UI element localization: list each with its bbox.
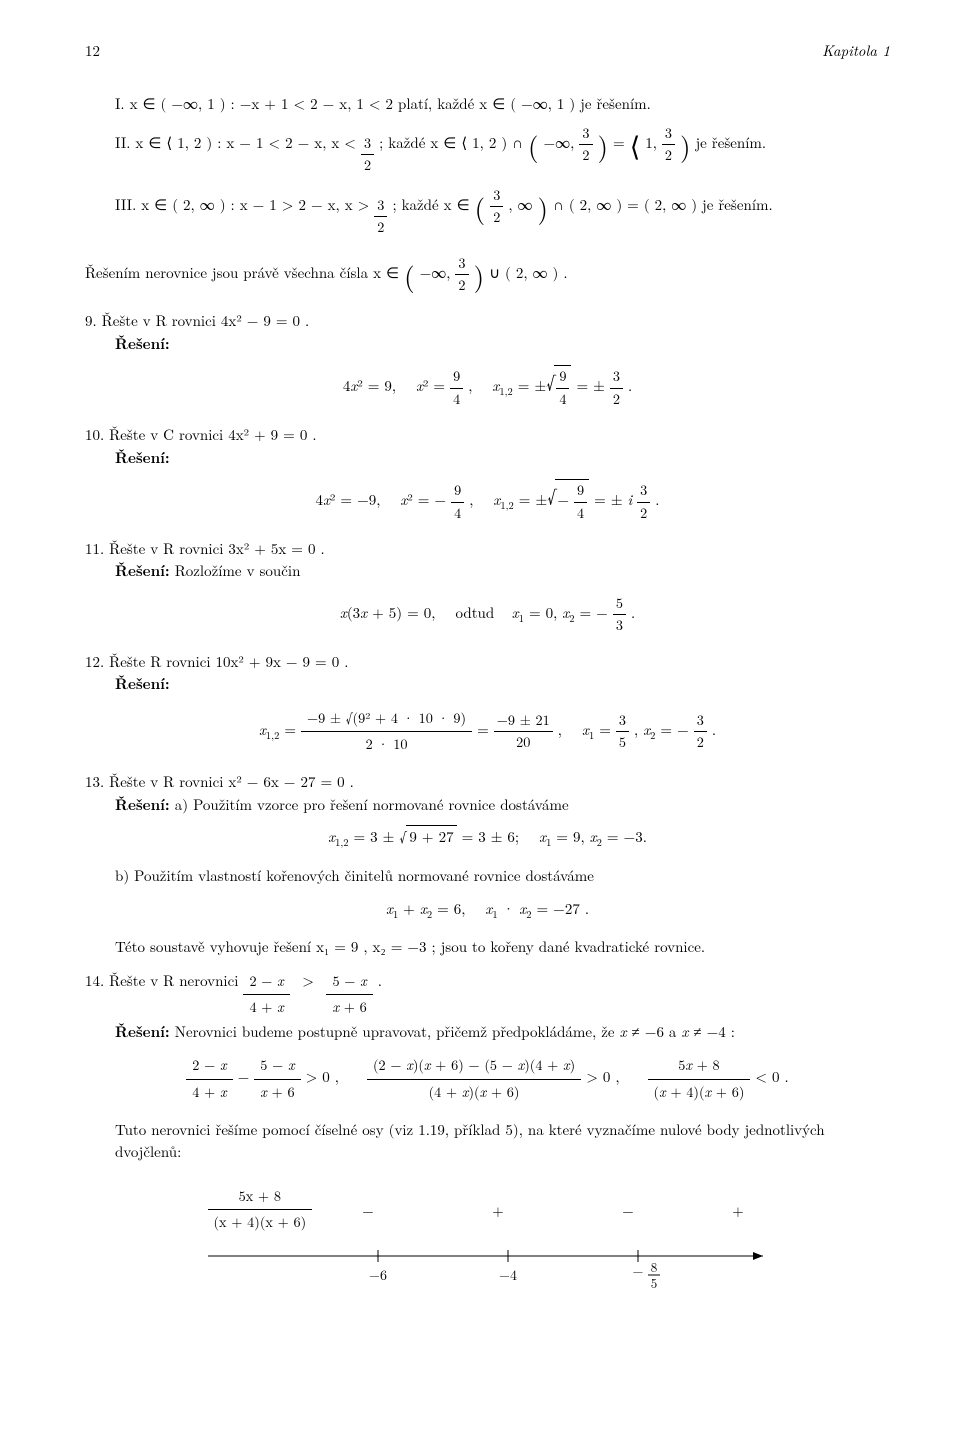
p14-text-b: . (378, 970, 382, 993)
case-iii-text-b: ; každé x ∈ (392, 194, 469, 217)
problem-9-question: 9. Řešte v R rovnici 4x² − 9 = 0 . (85, 310, 890, 333)
solution-label: Řešení: (115, 333, 170, 354)
solution-label: Řešení: (115, 447, 170, 468)
problem-11-question: 11. Řešte v R rovnici 3x² + 5x = 0 . (85, 538, 890, 561)
problem-9: 9. Řešte v R rovnici 4x² − 9 = 0 . Řešen… (85, 310, 890, 410)
svg-text:5: 5 (650, 1273, 657, 1292)
interval: ( −∞, 32 ) (404, 253, 484, 297)
case-i: I. x ∈ ( −∞, 1 ) : −x + 1 < 2 − x, 1 < 2… (115, 93, 890, 116)
svg-text:−4: −4 (499, 1265, 517, 1285)
p14-summary: Tuto nerovnici řešíme pomocí číselné osy… (115, 1119, 890, 1164)
interval: ( −∞, 32 ) = ⟨ 1, 32 ) (528, 123, 691, 167)
p13-b-text: b) Použitím vlastností kořenových činite… (115, 865, 890, 888)
case-ii: II. x ∈ ⟨ 1, 2 ) : x − 1 < 2 − x, x < 32… (115, 123, 890, 177)
p11-label-text: Rozložíme v součin (175, 560, 301, 581)
problem-14-question: 14. Řešte v R nerovnici 2 − x4 + x > 5 −… (85, 969, 890, 1021)
problem-11-math: x(3x + 5) = 0, odtud x1 = 0, x2 = − 53 . (85, 593, 890, 637)
line-fraction: 5x + 8 (x + 4)(x + 6) (208, 1184, 313, 1236)
p13-summary: Této soustavě vyhovuje řešení x₁ = 9 , x… (115, 936, 890, 959)
case-iii-text-a: III. x ∈ ( 2, ∞ ) : x − 1 > 2 − x, x > (115, 194, 369, 217)
fraction: 32 (374, 195, 387, 239)
case-ii-text-c: je řešením. (696, 132, 767, 155)
problem-13-question: 13. Řešte v R rovnici x² − 6x − 27 = 0 . (85, 771, 890, 794)
chapter-title: Kapitola 1 (822, 40, 890, 63)
p13-a-text: a) Použitím vzorce pro řešení normované … (175, 794, 569, 815)
svg-text:−: − (632, 1261, 643, 1281)
case-ii-text-a: II. x ∈ ⟨ 1, 2 ) : x − 1 < 2 − x, x < (115, 132, 356, 155)
fraction: 2 − x4 + x (243, 969, 289, 1021)
problem-14-math: 2 − x4 + x − 5 − xx + 6 > 0 , (2 − x)(x … (85, 1053, 890, 1105)
problem-10-question: 10. Řešte v C rovnici 4x² + 9 = 0 . (85, 424, 890, 447)
p14-label: Řešení: Nerovnici budeme postupně upravo… (115, 1021, 890, 1044)
problem-13-math-b: x1 + x2 = 6, x1 · x2 = −27 . (85, 898, 890, 923)
problem-12-math: x1,2 = −9 ± √(9² + 4 · 10 · 9)2 · 10 = −… (85, 706, 890, 758)
page-number: 12 (85, 40, 100, 63)
case-ii-text-b: ; každé x ∈ ⟨ 1, 2 ) ∩ (379, 132, 523, 155)
number-line-diagram: 5x + 8 (x + 4)(x + 6) − + − + −6 −4 − 8 … (208, 1184, 768, 1308)
solution-text-b: ∪ ( 2, ∞ ) . (489, 262, 567, 285)
sign-plus: + (492, 1200, 504, 1223)
fraction: 32 (361, 133, 374, 177)
problem-9-math: 4x² = 9, x² = 94 , x1,2 = ±√94 = ± 32 . (85, 365, 890, 410)
solution-label: Řešení: (115, 673, 170, 694)
sign-plus: + (732, 1200, 744, 1223)
problem-13-math-a: x1,2 = 3 ± √9 + 27 = 3 ± 6; x1 = 9, x2 =… (85, 826, 890, 851)
solution-set: Řešením nerovnice jsou právě všechna čís… (85, 253, 890, 297)
fraction: 5 − xx + 6 (326, 969, 372, 1021)
sign-minus: − (622, 1200, 634, 1223)
problem-10-math: 4x² = −9, x² = − 94 , x1,2 = ±√− 94 = ± … (85, 479, 890, 524)
p14-text-a: 14. Řešte v R nerovnici (85, 970, 238, 993)
problem-12: 12. Řešte R rovnici 10x² + 9x − 9 = 0 . … (85, 651, 890, 758)
number-line-svg: −6 −4 − 8 5 (208, 1242, 768, 1302)
problem-13: 13. Řešte v R rovnici x² − 6x − 27 = 0 .… (85, 771, 890, 959)
problem-12-question: 12. Řešte R rovnici 10x² + 9x − 9 = 0 . (85, 651, 890, 674)
solution-text-a: Řešením nerovnice jsou právě všechna čís… (85, 262, 399, 285)
sign-minus: − (362, 1200, 374, 1223)
interval: ( 32 , ∞ ) (475, 185, 548, 229)
problem-10: 10. Řešte v C rovnici 4x² + 9 = 0 . Řeše… (85, 424, 890, 524)
gt-sign: > (295, 970, 322, 993)
page-header: 12 Kapitola 1 (85, 40, 890, 63)
case-iii: III. x ∈ ( 2, ∞ ) : x − 1 > 2 − x, x > 3… (115, 185, 890, 239)
case-iii-text-c: ∩ ( 2, ∞ ) = ( 2, ∞ ) je řešením. (553, 194, 773, 217)
problem-11: 11. Řešte v R rovnici 3x² + 5x = 0 . Řeš… (85, 538, 890, 637)
svg-text:−6: −6 (369, 1265, 387, 1285)
